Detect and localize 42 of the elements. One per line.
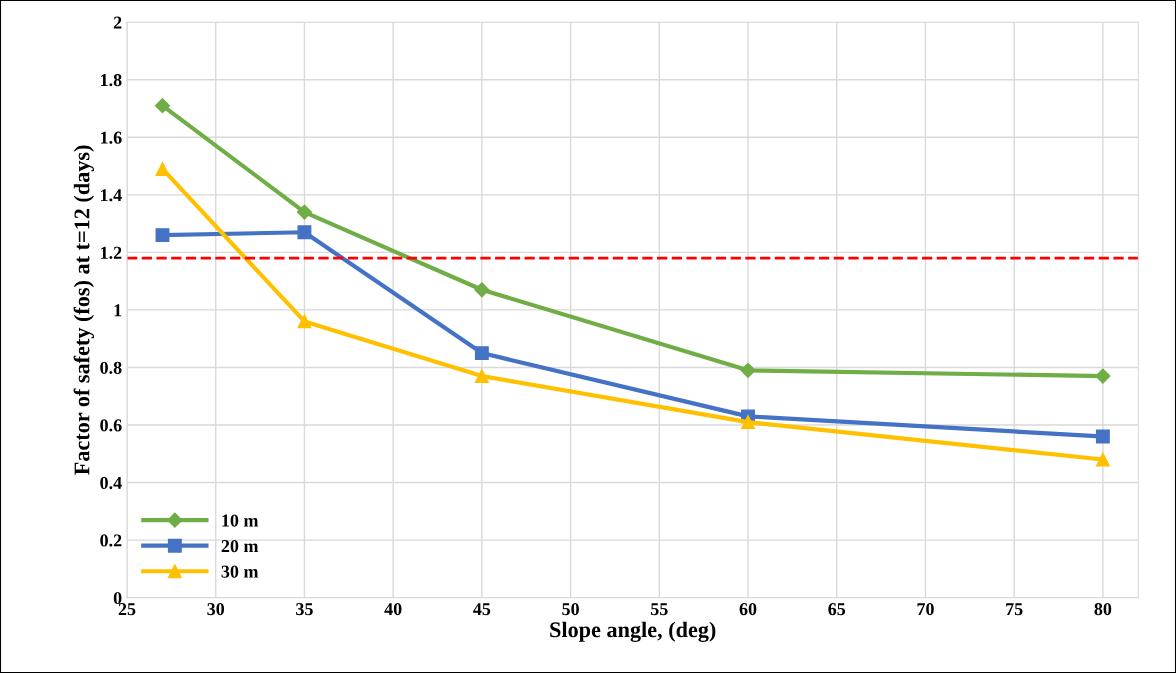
x-tick-label: 75	[1006, 603, 1023, 616]
y-tick-label: 1.4	[101, 189, 122, 202]
x-tick-label: 60	[739, 603, 757, 616]
x-tick-label: 70	[917, 603, 934, 616]
y-tick-label: 0	[113, 591, 122, 605]
point	[297, 314, 312, 329]
y-tick-label: 0.2	[100, 534, 122, 547]
y-tick-label: 1.6	[101, 131, 122, 144]
y-tick-label: 1	[114, 304, 122, 317]
y-tick-label: 1.8	[101, 74, 122, 87]
y-axis-title: Factor of safety (fos) at t=12 (days)	[73, 145, 95, 475]
point	[154, 98, 171, 114]
point	[741, 415, 755, 430]
x-tick-label: 50	[562, 603, 579, 616]
y-tick-label: 0.4	[100, 476, 122, 490]
point	[297, 225, 312, 240]
point	[155, 228, 170, 243]
legend-label: 20 m	[221, 540, 259, 553]
point	[1095, 452, 1110, 467]
legend-label: 30 m	[221, 565, 259, 578]
x-tick-label: 30	[207, 603, 225, 616]
x-axis-title: Slope angle, (deg)	[550, 621, 716, 642]
y-tick-label: 2	[113, 16, 122, 29]
y-tick-label: 0.8	[100, 361, 122, 374]
x-tick-label: 65	[828, 603, 846, 616]
point	[1095, 429, 1110, 444]
point	[474, 282, 490, 298]
x-tick-label: 45	[473, 603, 491, 616]
point	[1095, 368, 1111, 384]
legend-label: 10 m	[222, 514, 259, 527]
point	[155, 161, 170, 176]
x-tick-label: 35	[296, 603, 313, 616]
point	[296, 204, 313, 220]
x-tick-label: 40	[384, 603, 402, 616]
point	[740, 362, 756, 378]
point	[474, 346, 489, 361]
x-tick-label: 25	[118, 603, 136, 616]
y-tick-label: 1.2	[101, 246, 122, 259]
x-tick-label: 80	[1094, 603, 1112, 616]
point	[474, 369, 489, 384]
x-tick-label: 55	[651, 603, 668, 616]
y-tick-label: 0.6	[100, 419, 122, 432]
